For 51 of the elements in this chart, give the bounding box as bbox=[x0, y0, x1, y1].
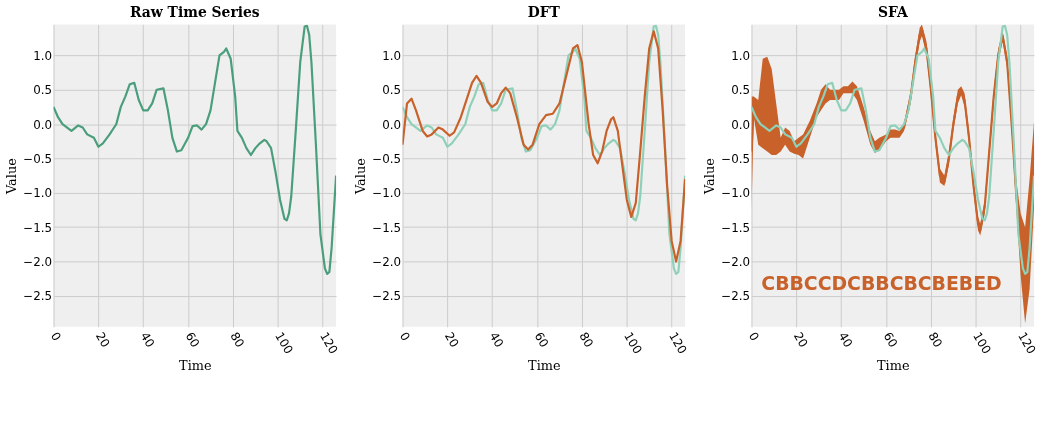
y-tick-label: 0.5 bbox=[382, 83, 402, 98]
x-tick-label: 0 bbox=[745, 329, 762, 344]
x-tick-label: 0 bbox=[48, 329, 64, 344]
y-axis-title: Value bbox=[702, 158, 718, 196]
chart-title: SFA bbox=[877, 4, 908, 21]
x-tick-label: 40 bbox=[835, 329, 856, 350]
annotation: CBBCCDCBBCBCBEBED bbox=[761, 273, 1002, 295]
y-tick-label: −0.5 bbox=[721, 151, 751, 166]
x-tick-label: 40 bbox=[486, 329, 507, 350]
y-tick-label: 0.0 bbox=[382, 117, 402, 132]
y-axis-title: Value bbox=[353, 158, 369, 196]
chart-title: Raw Time Series bbox=[130, 4, 260, 21]
y-tick-label: 1.0 bbox=[33, 48, 53, 63]
line-series bbox=[53, 24, 337, 275]
x-tick-label: 60 bbox=[182, 329, 203, 350]
y-tick-label: −1.0 bbox=[23, 186, 53, 201]
chart-title: DFT bbox=[527, 4, 561, 21]
x-tick-label: 20 bbox=[790, 329, 811, 350]
y-tick-label: 0.0 bbox=[731, 117, 751, 132]
y-tick-label: 0.0 bbox=[33, 117, 53, 132]
x-axis-title: Time bbox=[877, 357, 910, 373]
line-series bbox=[751, 24, 1035, 275]
x-tick-label: 0 bbox=[396, 329, 413, 344]
y-tick-label: −1.5 bbox=[372, 220, 402, 235]
y-tick-label: −1.0 bbox=[372, 186, 402, 201]
y-tick-label: −2.0 bbox=[721, 254, 751, 269]
y-tick-label: −2.5 bbox=[372, 289, 402, 304]
y-tick-label: −1.5 bbox=[721, 220, 751, 235]
x-axis-title: Time bbox=[179, 357, 212, 373]
x-tick-label: 60 bbox=[531, 329, 552, 350]
y-tick-label: −2.5 bbox=[23, 289, 53, 304]
x-tick-label: 80 bbox=[227, 329, 248, 350]
x-axis-title: Time bbox=[528, 357, 561, 373]
y-tick-label: 0.5 bbox=[33, 83, 53, 98]
y-tick-label: 1.0 bbox=[731, 48, 751, 63]
x-tick-label: 60 bbox=[880, 329, 901, 350]
y-tick-label: −1.0 bbox=[721, 186, 751, 201]
y-tick-label: −2.5 bbox=[721, 289, 751, 304]
x-tick-label: 20 bbox=[92, 329, 113, 350]
y-tick-label: 0.5 bbox=[731, 83, 751, 98]
x-tick-label: 40 bbox=[137, 329, 158, 350]
y-axis-title: Value bbox=[4, 158, 20, 196]
y-tick-label: −0.5 bbox=[23, 151, 53, 166]
x-tick-label: 80 bbox=[576, 329, 597, 350]
x-tick-label: 20 bbox=[441, 329, 462, 350]
y-tick-label: −1.5 bbox=[23, 220, 53, 235]
y-tick-label: −2.0 bbox=[372, 254, 402, 269]
y-tick-label: −0.5 bbox=[372, 151, 402, 166]
x-tick-label: 80 bbox=[925, 329, 946, 350]
y-tick-label: −2.0 bbox=[23, 254, 53, 269]
y-tick-label: 1.0 bbox=[382, 48, 402, 63]
